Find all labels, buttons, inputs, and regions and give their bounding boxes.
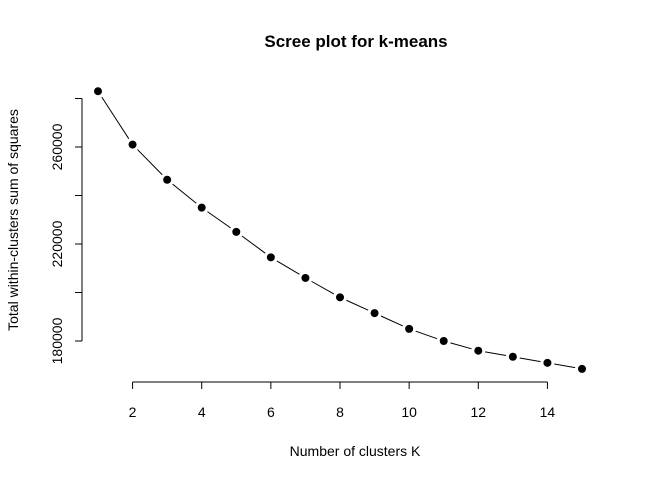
y-tick-label-180000: 180000 bbox=[49, 317, 65, 364]
data-point-k13 bbox=[508, 352, 517, 361]
y-tick-label-220000: 220000 bbox=[49, 220, 65, 267]
x-tick-label-4: 4 bbox=[198, 404, 206, 420]
data-series bbox=[94, 87, 586, 373]
series-segment-14 bbox=[554, 363, 576, 369]
x-tick-label-12: 12 bbox=[470, 404, 486, 420]
series-segment-1 bbox=[101, 96, 130, 139]
y-axis: 180000 220000 260000 bbox=[49, 98, 83, 364]
y-tick-label-260000: 260000 bbox=[49, 123, 65, 170]
data-point-k5 bbox=[232, 227, 241, 236]
x-tick-label-8: 8 bbox=[336, 404, 344, 420]
data-point-k7 bbox=[301, 273, 310, 282]
x-axis: 2 4 6 8 10 12 14 bbox=[129, 381, 556, 420]
y-axis-label: Total within-clusters sum of squares bbox=[5, 109, 21, 331]
data-point-k4 bbox=[197, 203, 206, 212]
x-axis-label: Number of clusters K bbox=[290, 443, 421, 459]
x-tick-label-14: 14 bbox=[540, 404, 556, 420]
series-segment-2 bbox=[137, 149, 163, 176]
data-point-k1 bbox=[94, 87, 102, 96]
series-segment-12 bbox=[485, 351, 507, 357]
data-point-k11 bbox=[439, 337, 448, 345]
data-point-k12 bbox=[474, 346, 483, 355]
data-point-k10 bbox=[405, 324, 414, 333]
series-segment-10 bbox=[415, 330, 438, 340]
data-point-k15 bbox=[578, 364, 586, 373]
series-segment-9 bbox=[380, 315, 403, 327]
series-segment-6 bbox=[276, 260, 300, 275]
series-segment-8 bbox=[346, 299, 369, 311]
series-segment-5 bbox=[241, 235, 266, 254]
series-segment-13 bbox=[519, 357, 541, 363]
data-point-k3 bbox=[163, 175, 172, 184]
x-tick-label-6: 6 bbox=[267, 404, 275, 420]
series-segment-4 bbox=[207, 211, 231, 229]
data-point-k2 bbox=[128, 140, 137, 149]
data-point-k8 bbox=[336, 293, 344, 302]
data-point-k6 bbox=[266, 253, 275, 262]
data-point-k9 bbox=[370, 309, 379, 318]
x-tick-label-10: 10 bbox=[401, 404, 417, 420]
chart-title: Scree plot for k-means bbox=[264, 32, 447, 51]
data-point-k14 bbox=[543, 358, 552, 367]
series-segment-11 bbox=[450, 342, 472, 350]
x-tick-label-2: 2 bbox=[129, 404, 137, 420]
series-segment-3 bbox=[172, 183, 197, 204]
series-segment-7 bbox=[311, 280, 335, 295]
